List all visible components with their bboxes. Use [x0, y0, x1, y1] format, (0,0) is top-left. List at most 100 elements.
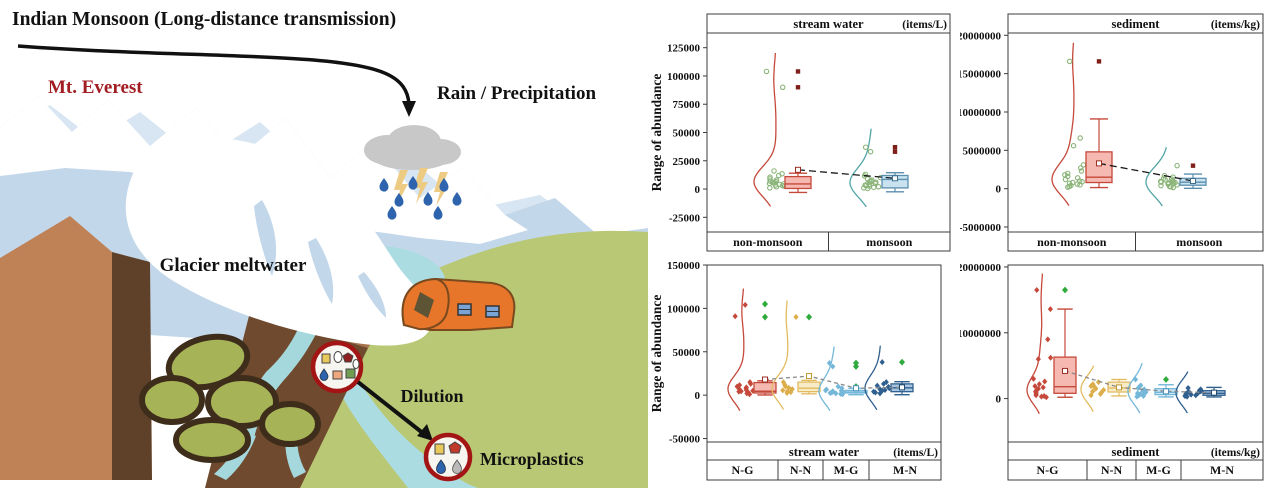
chart-title: sediment — [1112, 17, 1161, 31]
outlier-points — [1062, 286, 1068, 294]
outlier-points — [795, 69, 801, 90]
y-tick-label: 100000 — [667, 303, 701, 315]
mean-marker — [1062, 367, 1068, 374]
mean-marker — [1211, 389, 1217, 396]
y-tick-label: 20000000 — [960, 30, 1002, 42]
y-tick-label: 20000000 — [960, 262, 1002, 274]
illustration-canvas: Indian Monsoon (Long-distance transmissi… — [0, 9, 648, 488]
y-tick-label: 100000 — [667, 71, 701, 83]
glacier-shadow-petal — [254, 200, 277, 276]
scatter-points — [1132, 376, 1149, 400]
dilution-label: Dilution — [400, 386, 463, 406]
chart-canvas: sediment (items/kg) non-monsoon monsoon -500… — [960, 13, 1264, 252]
scatter-points — [1157, 162, 1180, 191]
y-tick-label: 0 — [996, 184, 1002, 196]
tent — [401, 277, 516, 331]
chart-unit: (items/kg) — [1211, 447, 1260, 459]
category-band: N-G N-N M-G M-N — [1037, 460, 1234, 480]
chart-title: stream water — [789, 445, 860, 459]
mean-marker — [1116, 384, 1122, 391]
plot-frame — [706, 264, 942, 481]
chart-header: sediment (items/kg) — [1008, 17, 1263, 34]
scatter-points — [1062, 58, 1087, 190]
cliff-left-side — [112, 252, 152, 480]
y-tick-label: 150000 — [667, 260, 701, 272]
rain-cloud-icon — [364, 125, 461, 170]
scatter-points — [1030, 287, 1054, 401]
scatter-points — [861, 144, 884, 192]
y-tick-label: 125000 — [667, 43, 701, 55]
scatter-points — [822, 360, 846, 398]
category-band: non-monsoon monsoon — [1008, 231, 1263, 251]
y-tick-label: 25000 — [673, 156, 701, 168]
plot-frame — [1007, 13, 1264, 252]
glacier-shadow-petal-3 — [358, 272, 386, 318]
y-tick-label: -25000 — [669, 212, 701, 224]
mean-marker — [762, 376, 768, 383]
outlier-points — [1163, 376, 1169, 383]
category-label: M-N — [893, 463, 917, 477]
mean-marker — [1163, 388, 1169, 395]
category-label: monsoon — [1176, 235, 1222, 249]
chart-title: sediment — [1112, 445, 1161, 459]
chart-header: sediment (items/kg) — [1008, 441, 1263, 461]
trend-line — [764, 375, 903, 389]
violin-curve — [771, 300, 789, 410]
scatter-points — [780, 314, 799, 396]
box-plot — [1053, 308, 1077, 398]
category-label: non-monsoon — [733, 235, 803, 249]
y-tick-label: -5000000 — [960, 222, 1001, 234]
microplastics-circle-upstream — [310, 340, 364, 394]
scatter-points — [871, 359, 892, 397]
rain-label: Rain / Precipitation — [437, 83, 596, 104]
violin-curve — [1145, 147, 1167, 207]
chart-sediment-by-season: sediment (items/kg) non-monsoon monsoon -500… — [960, 0, 1269, 252]
chart-canvas: sediment (items/kg) N-G N-N M-G M-N 0 10000000 2… — [960, 262, 1264, 481]
chart-sediment-by-site: sediment (items/kg) N-G N-N M-G M-N 0 10000000 2… — [960, 252, 1269, 488]
chart-unit: (items/L) — [893, 447, 938, 459]
dilution-arrow — [356, 380, 433, 441]
y-axis: -50000 0 50000 100000 150000 Range of abundan… — [649, 260, 707, 446]
y-axis: -25000 0 25000 50000 75000 100000 125000 Range … — [649, 43, 707, 224]
microplastics-label: Microplastics — [480, 449, 584, 469]
y-axis: -5000000 0 5000000 10000000 15000000 20000000 — [960, 30, 1008, 234]
y-tick-label: 5000000 — [963, 145, 1002, 157]
category-label: non-monsoon — [1037, 235, 1107, 249]
glacier — [125, 137, 433, 346]
box-plot — [797, 379, 821, 395]
chart-stream-water-by-season: stream water (items/L) non-monsoon monsoon -… — [648, 0, 960, 252]
y-tick-label: 10000000 — [960, 107, 1002, 119]
trend-line — [1064, 370, 1215, 394]
mean-marker — [1190, 178, 1196, 185]
outlier-points — [892, 144, 898, 154]
category-label: N-G — [1037, 463, 1059, 477]
violin-curve — [1051, 42, 1075, 206]
y-tick-label: 75000 — [673, 99, 701, 111]
mean-marker — [853, 385, 859, 392]
category-label: N-G — [732, 463, 754, 477]
y-axis-title: Range of abundance — [649, 295, 664, 413]
mossy-rocks — [139, 333, 321, 463]
glacier-shadow-petal-2 — [308, 238, 334, 304]
mt-everest-label: Mt. Everest — [48, 77, 143, 98]
mean-marker — [899, 384, 905, 391]
y-tick-label: 0 — [695, 390, 701, 402]
raindrops-icon — [379, 176, 462, 220]
outlier-points — [899, 358, 905, 366]
y-tick-label: -50000 — [669, 434, 701, 446]
mean-marker — [795, 166, 801, 173]
chart-unit: (items/L) — [902, 19, 947, 31]
y-tick-label: 10000000 — [960, 328, 1002, 340]
violin-curve — [864, 345, 881, 411]
category-label: N-N — [1101, 463, 1123, 477]
violin-curve — [753, 52, 777, 207]
violin-curve — [1080, 365, 1095, 412]
chart-title: stream water — [793, 17, 864, 31]
category-label: M-G — [834, 463, 859, 477]
y-tick-label: 15000000 — [960, 69, 1002, 81]
y-tick-label: 50000 — [673, 347, 701, 359]
chart-canvas: stream water (items/L) non-monsoon monsoon -… — [649, 13, 951, 252]
outlier-points — [806, 313, 812, 321]
y-axis-title: Range of abundance — [649, 74, 664, 192]
